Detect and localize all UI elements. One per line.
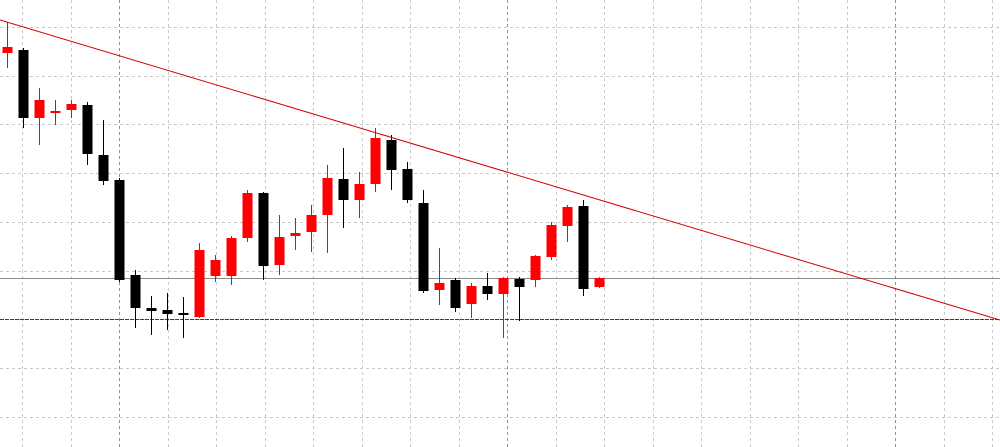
candle-body bbox=[178, 313, 189, 315]
candle-body bbox=[66, 104, 77, 110]
candle-body bbox=[114, 180, 125, 280]
candle-body bbox=[514, 279, 525, 287]
candle-body bbox=[546, 225, 557, 257]
candle-body bbox=[370, 138, 381, 184]
candle-body bbox=[162, 310, 173, 314]
candle-body bbox=[210, 260, 221, 276]
candle-body bbox=[322, 178, 333, 215]
candle-body bbox=[562, 207, 573, 226]
candle-body bbox=[418, 203, 429, 291]
candle-body bbox=[498, 278, 509, 294]
candle-body bbox=[578, 206, 589, 289]
candle-body bbox=[194, 250, 205, 317]
candle-body bbox=[354, 184, 365, 200]
candle-body bbox=[258, 193, 269, 266]
candle-body bbox=[34, 100, 45, 118]
candle-body bbox=[450, 280, 461, 308]
candle-body bbox=[98, 155, 109, 181]
candle-body bbox=[242, 193, 253, 238]
candle-body bbox=[290, 233, 301, 236]
candle-body bbox=[434, 283, 445, 290]
candle-body bbox=[2, 47, 13, 53]
candle-body bbox=[386, 140, 397, 170]
candle-body bbox=[18, 50, 29, 118]
candle-body bbox=[306, 215, 317, 232]
candle-body bbox=[402, 169, 413, 200]
candle-body bbox=[146, 308, 157, 311]
candle-body bbox=[466, 286, 477, 304]
candle-body bbox=[338, 179, 349, 200]
candle-body bbox=[530, 256, 541, 280]
candle-body bbox=[50, 111, 61, 113]
candle-body bbox=[274, 237, 285, 265]
candle-body bbox=[130, 275, 141, 308]
candle-body bbox=[82, 105, 93, 154]
candle-body bbox=[594, 278, 605, 287]
candle-body bbox=[226, 238, 237, 276]
candle-body bbox=[482, 286, 493, 294]
trend-line bbox=[0, 19, 1000, 321]
